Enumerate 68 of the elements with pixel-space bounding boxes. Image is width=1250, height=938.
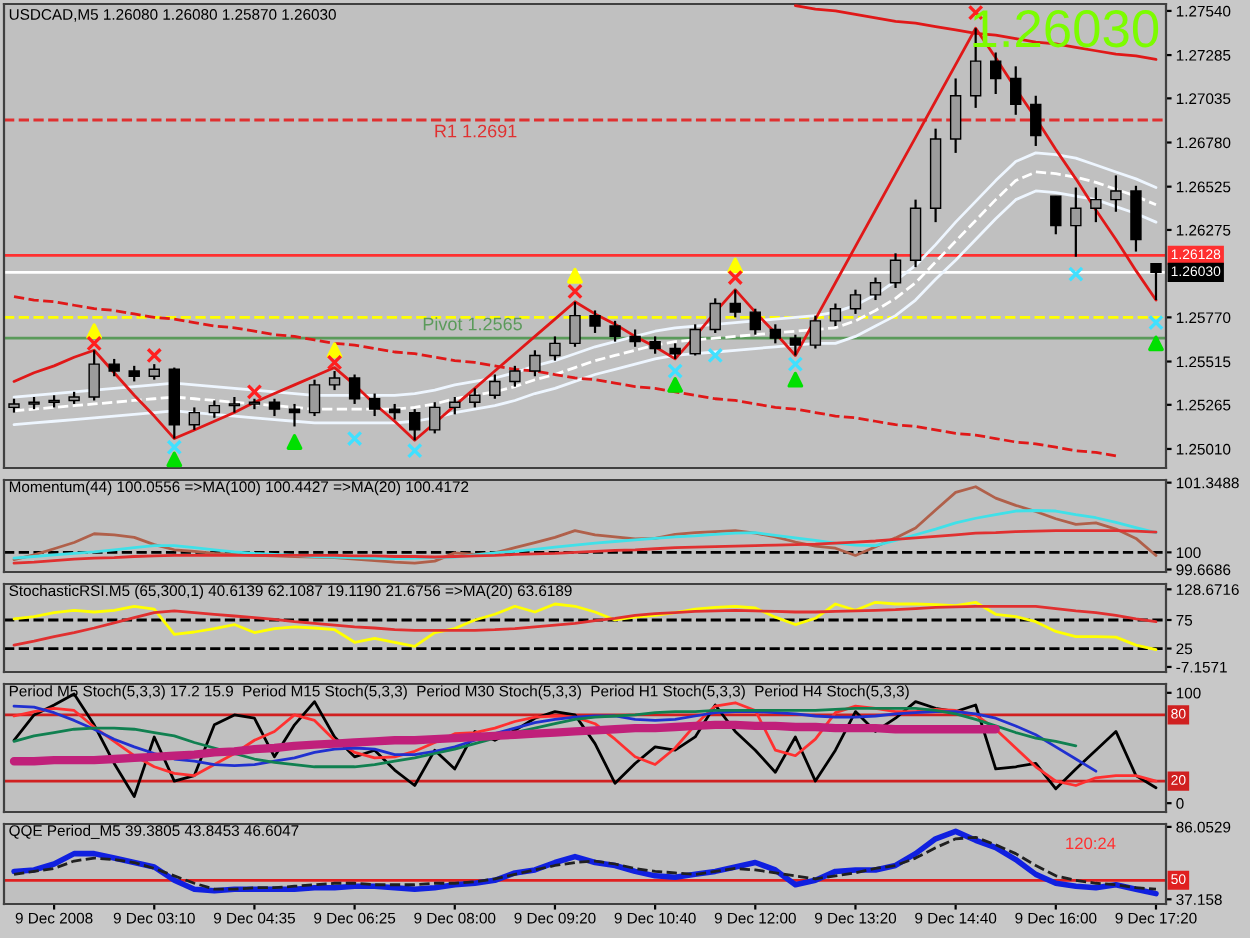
candlestick bbox=[228, 395, 241, 414]
candlestick bbox=[589, 309, 601, 335]
candlestick bbox=[729, 288, 741, 319]
candlestick bbox=[509, 364, 521, 388]
point bbox=[787, 356, 804, 372]
point bbox=[707, 347, 724, 364]
candlestick bbox=[569, 300, 581, 348]
candlestick bbox=[769, 323, 782, 345]
annotation: 120:24 bbox=[1066, 837, 1116, 850]
candlestick bbox=[188, 406, 201, 432]
candlestick bbox=[709, 297, 721, 335]
candlestick bbox=[789, 333, 802, 357]
point bbox=[406, 442, 423, 459]
point bbox=[166, 439, 183, 456]
point bbox=[667, 363, 684, 379]
point bbox=[146, 347, 163, 364]
point bbox=[286, 434, 303, 450]
point bbox=[567, 267, 583, 284]
ref-line-label: R1 1.2691 bbox=[435, 124, 517, 138]
candlestick bbox=[949, 77, 962, 155]
candlestick bbox=[348, 373, 361, 406]
line-series bbox=[9, 720, 1000, 766]
candlestick bbox=[849, 288, 862, 316]
candlestick bbox=[809, 314, 822, 350]
point bbox=[1067, 266, 1084, 282]
candlestick bbox=[1110, 174, 1122, 213]
candlestick bbox=[829, 302, 842, 328]
candlestick bbox=[368, 392, 381, 418]
annotation: 1.26030 bbox=[973, 10, 1159, 48]
point bbox=[326, 342, 343, 359]
candlestick bbox=[889, 252, 902, 290]
candlestick bbox=[609, 319, 621, 343]
point bbox=[246, 383, 263, 400]
line-series bbox=[12, 509, 1158, 560]
point bbox=[86, 323, 103, 340]
point bbox=[346, 430, 363, 447]
point bbox=[727, 269, 744, 286]
point bbox=[727, 257, 744, 274]
ref-line-label: Pivot 1.2565 bbox=[423, 317, 522, 331]
point bbox=[1148, 314, 1164, 331]
candlestick bbox=[1070, 186, 1082, 258]
point bbox=[86, 335, 103, 352]
candlestick bbox=[1030, 94, 1042, 148]
candlestick bbox=[489, 373, 501, 400]
candlestick bbox=[409, 408, 421, 442]
candlestick bbox=[990, 51, 1002, 96]
candlestick bbox=[1150, 262, 1162, 302]
candlestick bbox=[1050, 195, 1062, 236]
point bbox=[1148, 335, 1164, 352]
point bbox=[166, 451, 183, 468]
candlestick bbox=[288, 402, 301, 428]
point bbox=[567, 283, 583, 300]
line-series bbox=[12, 529, 1158, 565]
point bbox=[787, 371, 804, 388]
candlestick bbox=[529, 349, 541, 378]
candlestick bbox=[1010, 65, 1022, 116]
candlestick bbox=[869, 276, 882, 302]
candlestick bbox=[689, 323, 701, 357]
candlestick bbox=[469, 387, 481, 409]
candlestick bbox=[549, 335, 561, 362]
candlestick bbox=[429, 401, 441, 435]
line-series bbox=[12, 701, 1158, 787]
point bbox=[667, 377, 684, 393]
candlestick bbox=[1090, 186, 1102, 224]
candlestick bbox=[308, 378, 321, 418]
point bbox=[326, 354, 343, 371]
line-series bbox=[12, 485, 1158, 565]
candlestick bbox=[749, 307, 761, 336]
